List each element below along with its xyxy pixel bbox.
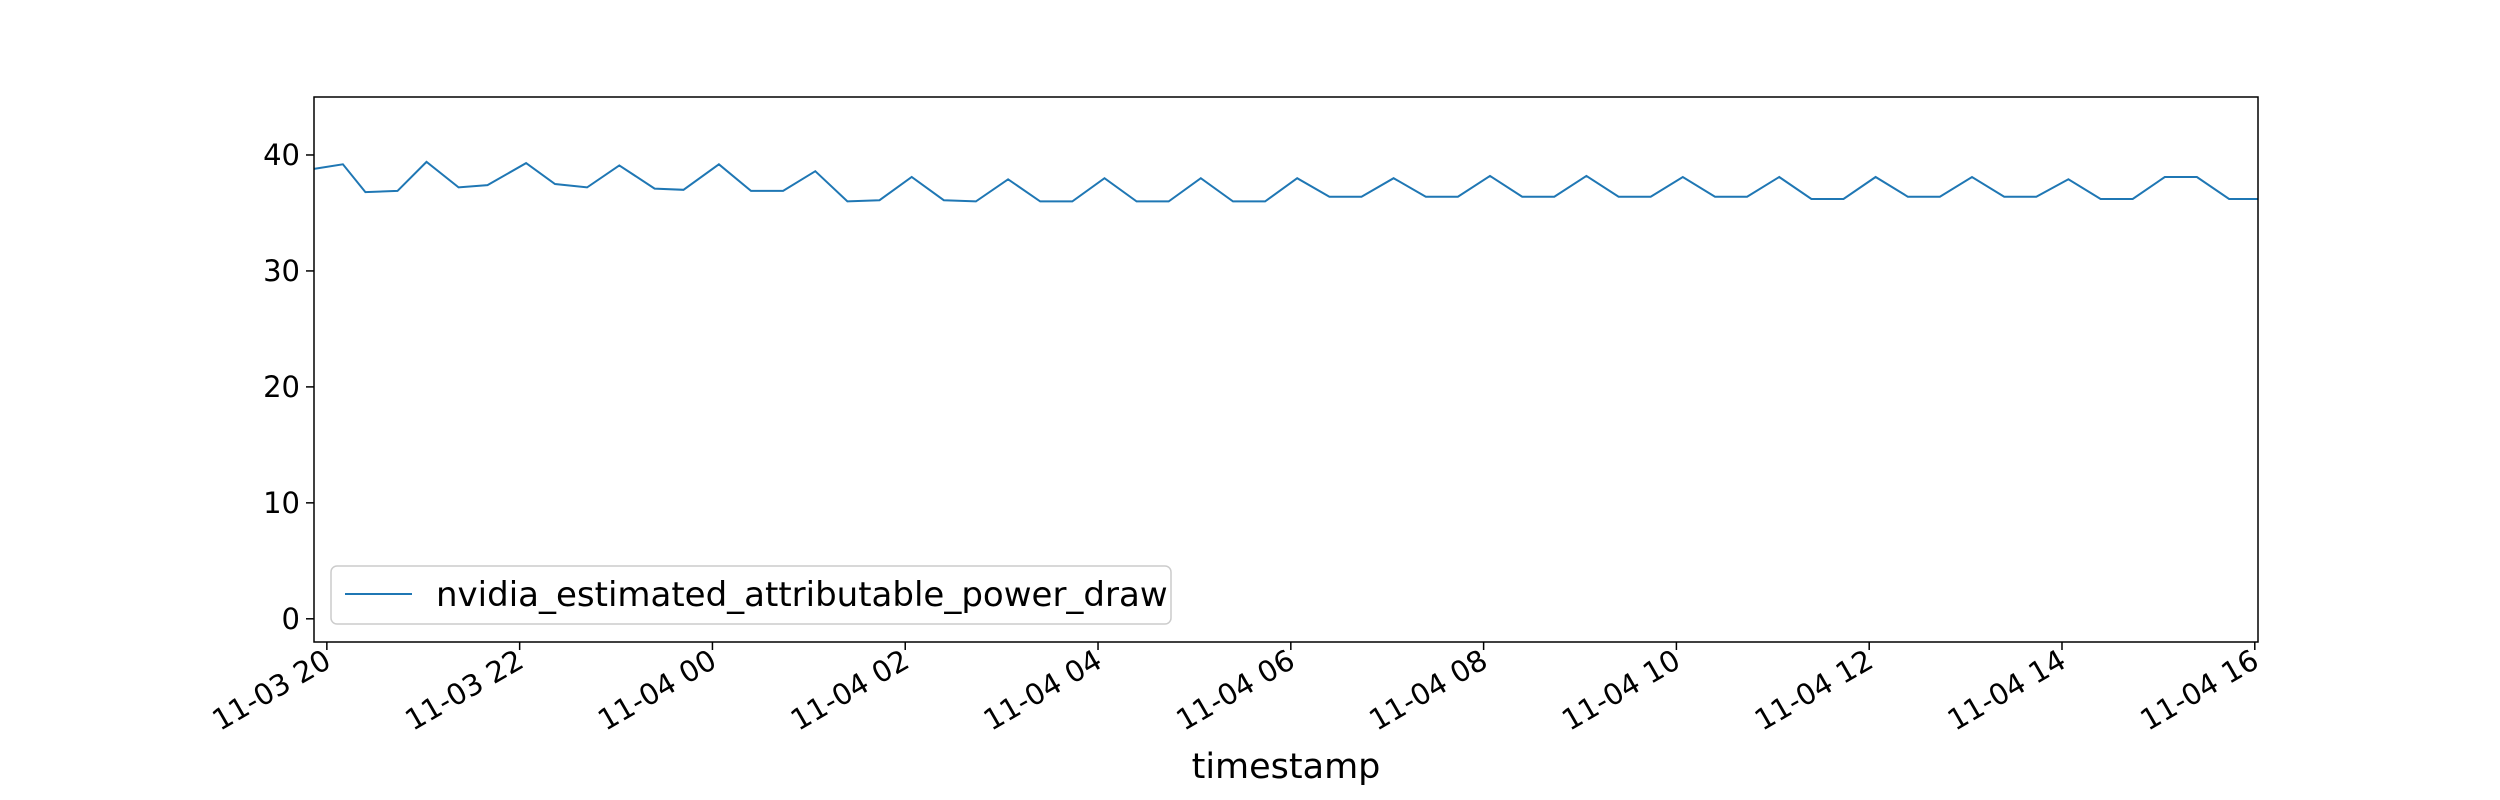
x-tick-label: 11-04 06 (1170, 643, 1300, 738)
legend: nvidia_estimated_attributable_power_draw (330, 565, 1172, 625)
x-tick-label: 11-04 14 (1942, 643, 2072, 738)
plot-frame (313, 96, 2259, 643)
x-tick-label: 11-04 10 (1556, 643, 1686, 738)
y-tick-label: 0 (282, 602, 300, 636)
x-tick-label: 11-03 20 (206, 643, 336, 738)
x-tick-label: 11-03 22 (399, 643, 529, 738)
x-tick-label: 11-04 00 (592, 643, 722, 738)
x-tick-label: 11-04 12 (1749, 643, 1879, 738)
legend-entry: nvidia_estimated_attributable_power_draw (436, 575, 1168, 615)
y-tick-label: 30 (263, 254, 300, 288)
plot-area (313, 160, 2258, 203)
x-axis-label: timestamp (1192, 747, 1381, 787)
y-axis: 0 10 20 30 40 (263, 138, 314, 636)
y-tick-label: 40 (263, 138, 300, 172)
legend-box (330, 565, 1172, 625)
x-tick-label: 11-04 08 (1363, 643, 1493, 738)
x-axis: 11-03 20 11-03 22 11-04 00 11-04 02 11-04 04… (206, 642, 2264, 737)
series-line-0 (313, 160, 2258, 203)
x-tick-label: 11-04 16 (2134, 643, 2264, 738)
y-tick-label: 20 (263, 370, 300, 404)
x-tick-label: 11-04 04 (978, 643, 1108, 738)
y-tick-label: 10 (263, 486, 300, 520)
x-tick-label: 11-04 02 (785, 643, 915, 738)
